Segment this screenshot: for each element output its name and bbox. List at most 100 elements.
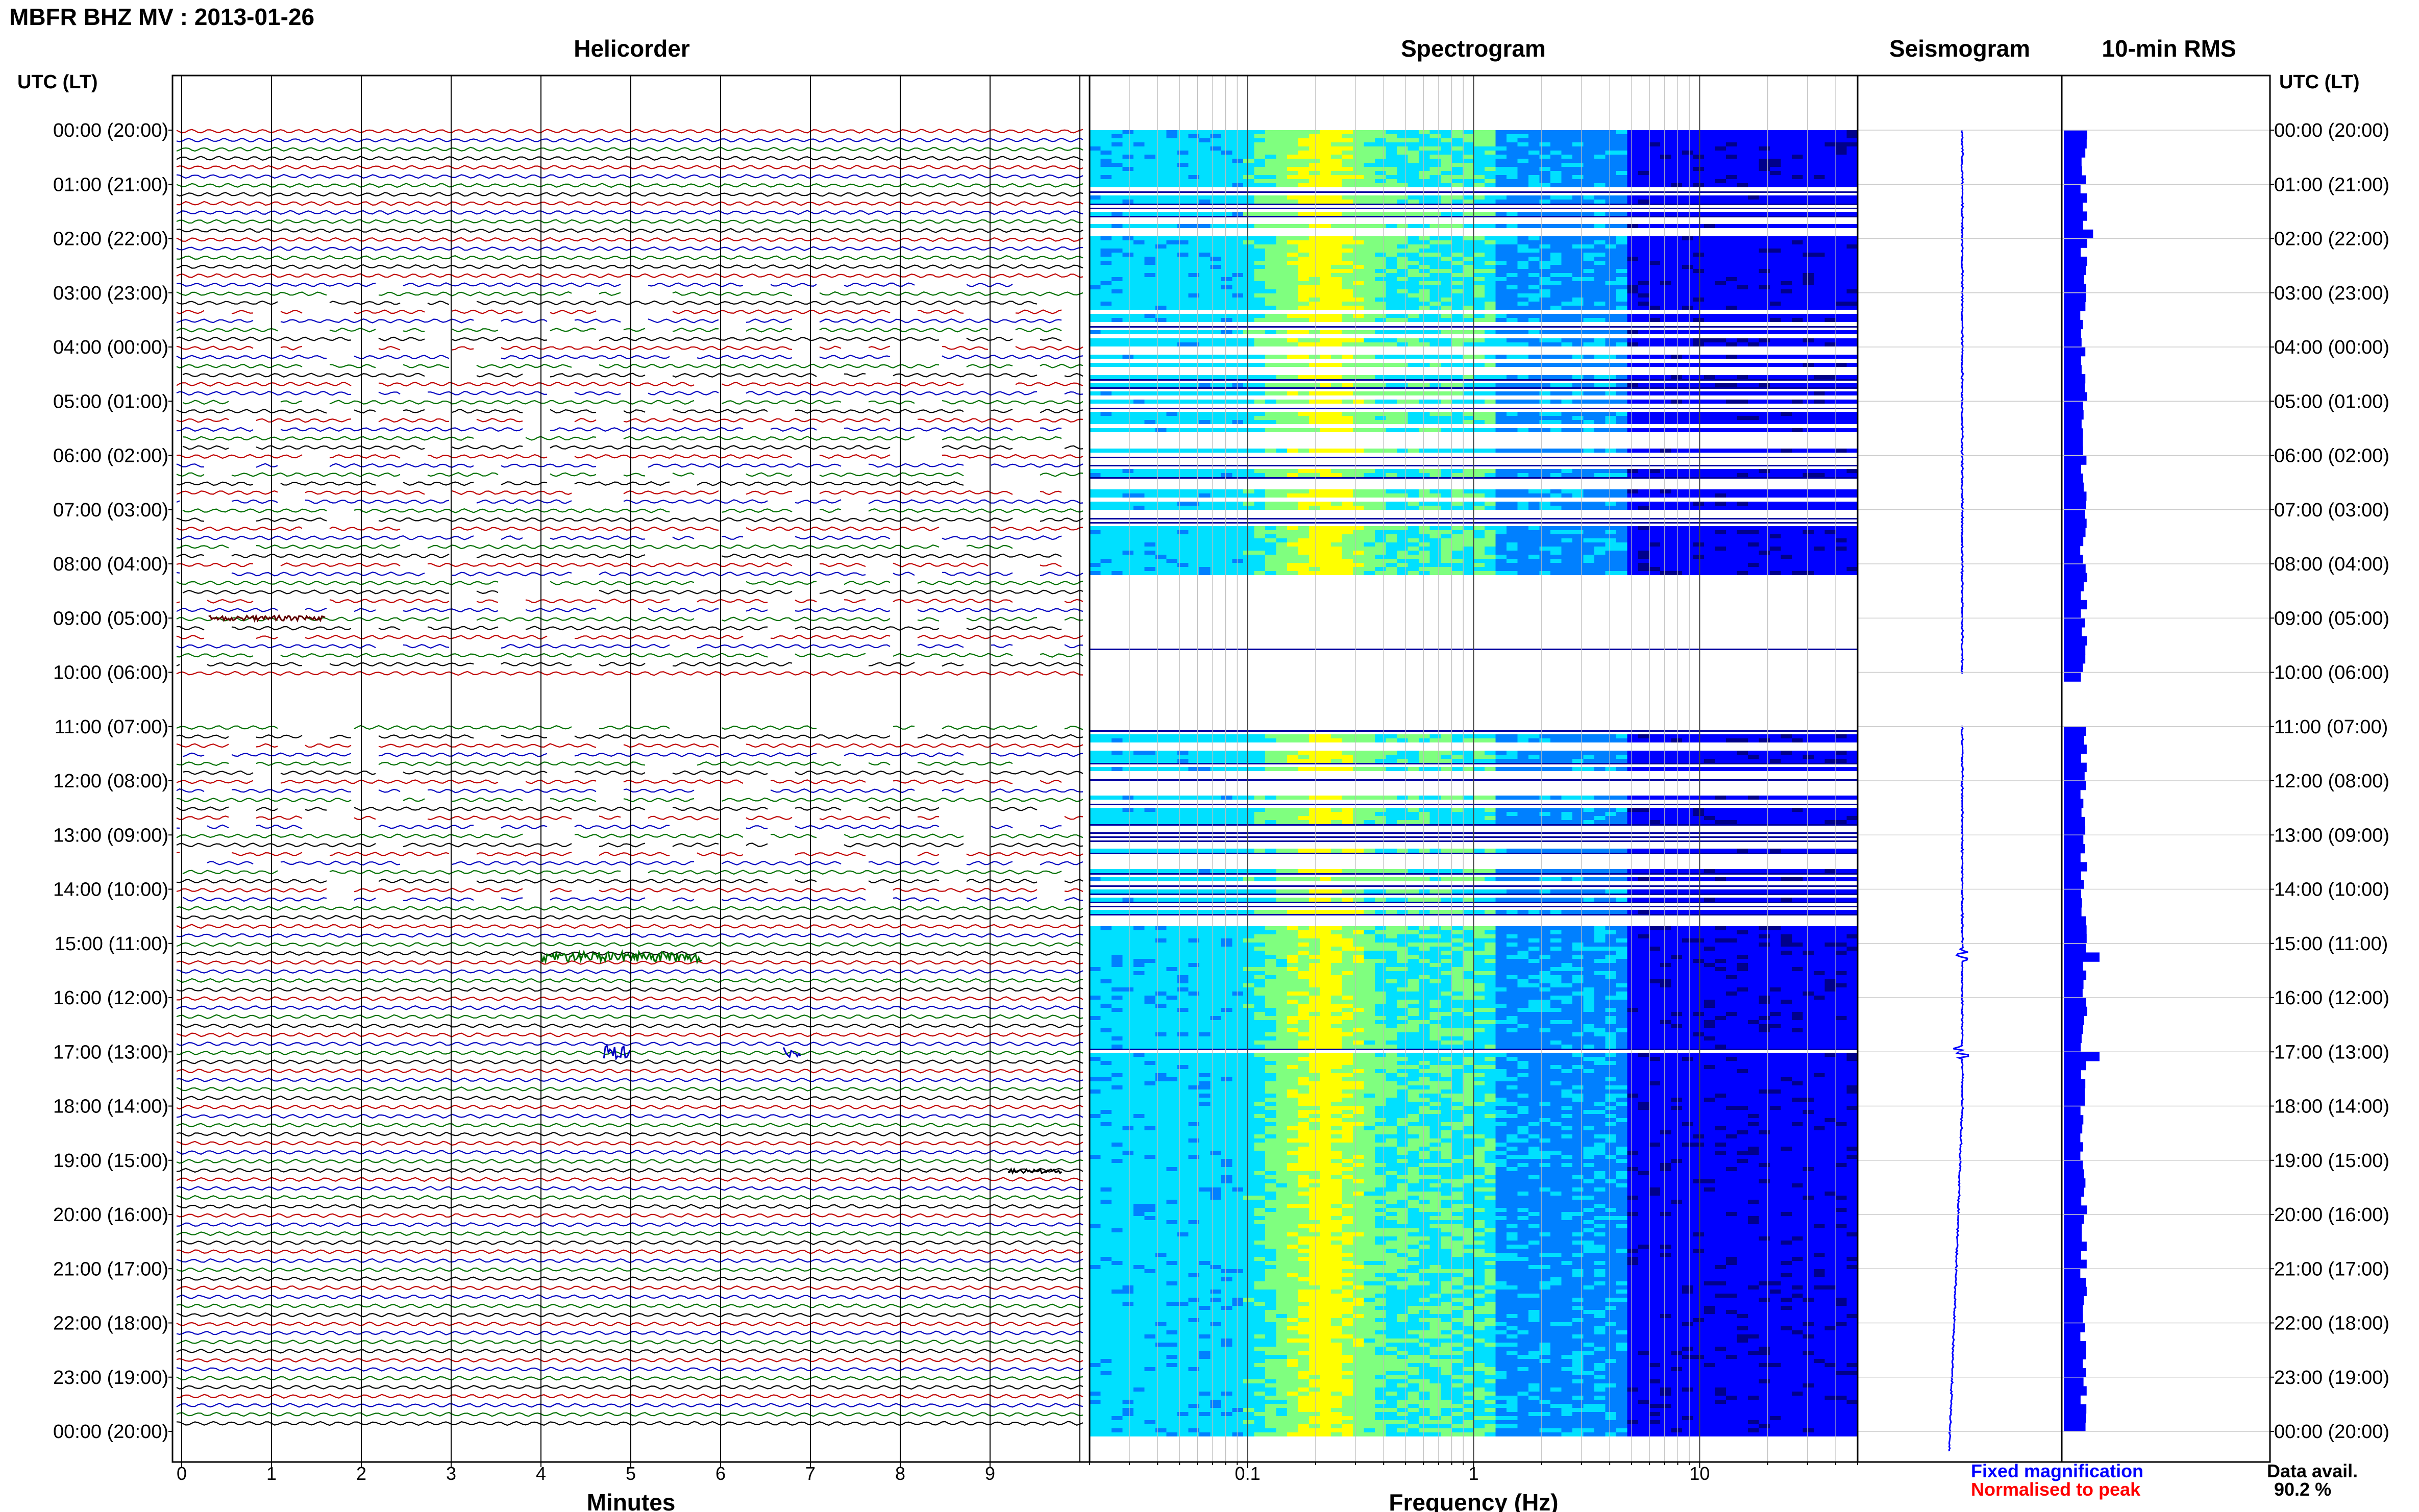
- spectrogram-cell: [1386, 551, 1397, 555]
- spectrogram-cell: [1177, 195, 1189, 200]
- spectrogram-cell: [1287, 330, 1299, 334]
- spectrogram-cell: [1539, 289, 1551, 293]
- spectrogram-cell: [1846, 449, 1858, 453]
- spectrogram-cell: [1616, 130, 1628, 134]
- spectrogram-cell: [1737, 502, 1748, 506]
- spectrogram-cell: [1309, 289, 1321, 293]
- spectrogram-cell: [1594, 534, 1606, 538]
- spectrogram-cell: [1408, 338, 1419, 342]
- spectrogram-cell: [1638, 179, 1650, 183]
- spectrogram-cell: [1320, 151, 1331, 155]
- spectrogram-cell: [1320, 493, 1331, 498]
- spectrogram-cell: [1188, 363, 1200, 367]
- spectrogram-cell: [1451, 236, 1463, 240]
- spectrogram-cell: [1485, 383, 1496, 387]
- spectrogram-cell: [1309, 240, 1321, 244]
- spectrogram-cell: [1155, 285, 1167, 289]
- spectrogram-cell: [1649, 530, 1661, 534]
- spectrogram-cell: [1364, 253, 1375, 257]
- spectrogram-cell: [1210, 269, 1222, 273]
- spectrogram-cell: [1550, 265, 1562, 269]
- spectrogram-cell: [1759, 542, 1770, 547]
- spectrogram-cell: [1660, 167, 1672, 171]
- spectrogram-cell: [1221, 171, 1233, 175]
- spectrogram-cell: [1331, 302, 1343, 306]
- spectrogram-cell: [1254, 293, 1266, 298]
- spectrogram-cell: [1419, 151, 1430, 155]
- spectrogram-cell: [1463, 526, 1474, 530]
- spectrogram-cell: [1572, 281, 1584, 285]
- spectrogram-cell: [1177, 342, 1189, 346]
- spectrogram-cell: [1419, 269, 1430, 273]
- spectrogram-cell: [1122, 195, 1134, 200]
- spectrogram-cell: [1364, 151, 1375, 155]
- spectrogram-cell: [1177, 273, 1189, 277]
- spectrogram-cell: [1594, 138, 1606, 142]
- spectrogram-cell: [1770, 236, 1782, 240]
- spectrogram-cell: [1824, 146, 1836, 151]
- spectrogram-cell: [1364, 489, 1375, 493]
- spectrogram-cell: [1638, 249, 1650, 253]
- spectrogram-cell: [1133, 302, 1145, 306]
- spectrogram-cell: [1429, 506, 1441, 510]
- spectrogram-cell: [1473, 502, 1485, 506]
- spectrogram-cell: [1177, 151, 1189, 155]
- spectrogram-cell: [1485, 236, 1496, 240]
- spectrogram-cell: [1528, 338, 1540, 342]
- spectrogram-cell: [1331, 151, 1343, 155]
- spectrogram-cell: [1759, 363, 1770, 367]
- spectrogram-cell: [1473, 151, 1485, 155]
- spectrogram-cell: [1473, 318, 1485, 322]
- spectrogram-cell: [1671, 400, 1683, 404]
- spectrogram-cell: [1550, 559, 1562, 563]
- spectrogram-cell: [1539, 318, 1551, 322]
- spectrogram-cell: [1605, 555, 1617, 559]
- spectrogram-cell: [1155, 506, 1167, 510]
- spectrogram-cell: [1605, 567, 1617, 571]
- spectrogram-cell: [1561, 538, 1573, 542]
- spectrogram-cell: [1616, 428, 1628, 432]
- spectrogram-cell: [1671, 538, 1683, 542]
- spectrogram-cell: [1232, 502, 1244, 506]
- spectrogram-cell: [1616, 412, 1628, 416]
- spectrogram-cell: [1671, 306, 1683, 310]
- spectrogram-cell: [1682, 257, 1694, 261]
- spectrogram-cell: [1342, 142, 1353, 146]
- spectrogram-cell: [1353, 134, 1365, 138]
- spectrogram-cell: [1507, 195, 1518, 200]
- spectrogram-cell: [1331, 253, 1343, 257]
- spectrogram-cell: [1485, 449, 1496, 453]
- spectrogram-cell: [1155, 167, 1167, 171]
- spectrogram-cell: [1463, 318, 1474, 322]
- spectrogram-cell: [1451, 265, 1463, 269]
- spectrogram-cell: [1539, 179, 1551, 183]
- spectrogram-cell: [1759, 502, 1770, 506]
- spectrogram-cell: [1748, 179, 1760, 183]
- helicorder-trace: [176, 788, 1083, 794]
- spectrogram-cell: [1188, 563, 1200, 567]
- spectrogram-cell: [1748, 302, 1760, 306]
- spectrogram-cell: [1693, 130, 1705, 134]
- spectrogram-cell: [1232, 416, 1244, 420]
- spectrogram-cell: [1188, 236, 1200, 240]
- spectrogram-cell: [1473, 155, 1485, 159]
- spectrogram-cell: [1770, 171, 1782, 175]
- spectrogram-cell: [1177, 502, 1189, 506]
- spectrogram-cell: [1583, 391, 1595, 395]
- helicorder-trace: [207, 860, 1083, 866]
- spectrogram-cell: [1682, 551, 1694, 555]
- spectrogram-cell: [1485, 306, 1496, 310]
- spectrogram-cell: [1221, 306, 1233, 310]
- spectrogram-cell: [1649, 167, 1661, 171]
- spectrogram-cell: [1090, 551, 1101, 555]
- spectrogram-cell: [1429, 342, 1441, 346]
- spectrogram-cell: [1846, 138, 1858, 142]
- spectrogram-cell: [1441, 551, 1452, 555]
- spectrogram-cell: [1726, 400, 1738, 404]
- helicorder-trace: [176, 806, 1038, 811]
- spectrogram-cell: [1331, 338, 1343, 342]
- spectrogram-cell: [1144, 200, 1156, 204]
- spectrogram-cell: [1155, 302, 1167, 306]
- spectrogram-cell: [1177, 146, 1189, 151]
- spectrogram-cell: [1759, 130, 1770, 134]
